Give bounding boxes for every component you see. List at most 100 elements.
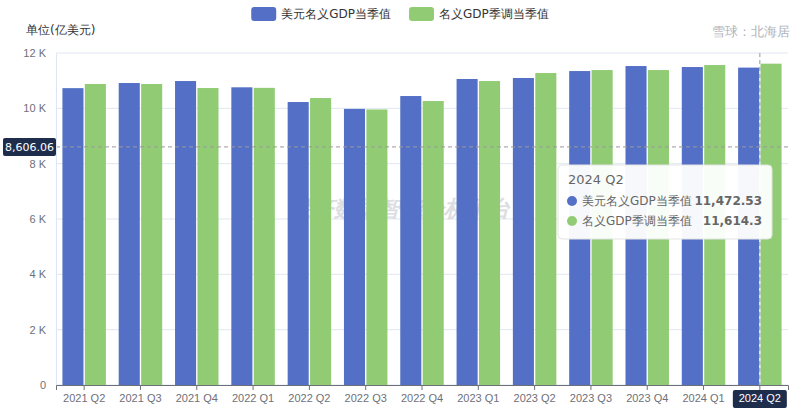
y-tick-label: 4 K: [29, 268, 46, 280]
bar: [400, 96, 421, 385]
bar: [288, 102, 309, 385]
bar: [423, 101, 444, 385]
x-tick: 2023 Q1: [457, 385, 499, 404]
y-tick-label: 0: [40, 379, 46, 391]
tooltip-box: [558, 165, 772, 239]
y-tick: 6 K: [29, 213, 56, 225]
x-tick-mark: [309, 385, 310, 390]
bar: [141, 84, 162, 385]
x-tick-mark: [196, 385, 197, 390]
x-tick-mark: [478, 385, 479, 390]
bar: [535, 73, 556, 385]
x-tick: 2024 Q2: [739, 385, 781, 404]
x-tick-mark: [534, 385, 535, 390]
grid-line: [56, 53, 788, 54]
crosshair-x-label-box: [733, 390, 787, 408]
legend-swatch: [409, 7, 434, 21]
y-tick-label: 2 K: [29, 324, 46, 336]
x-tick-mark: [365, 385, 366, 390]
tooltip-title: 2024 Q2: [568, 172, 624, 187]
x-tick-mark: [140, 385, 141, 390]
x-tick-label: 2022 Q3: [345, 392, 387, 404]
x-tick-mark: [253, 385, 254, 390]
bar: [197, 88, 218, 385]
x-axis: 2021 Q2 2021 Q3 2021 Q4 2022 Q1 2022 Q2 2022 …: [57, 385, 789, 404]
y-tick-label: 10 K: [23, 102, 46, 114]
x-tick: 2022 Q4: [401, 385, 443, 404]
x-tick-mark: [647, 385, 648, 390]
x-tick-label: 2022 Q4: [401, 392, 443, 404]
bar: [344, 109, 365, 385]
x-tick: 2023 Q3: [570, 385, 612, 404]
legend-item: 美元名义GDP当季值: [251, 7, 391, 21]
x-tick-label: 2024 Q2: [739, 392, 781, 404]
tooltip-value: 11,614.3: [703, 214, 762, 228]
legend: 美元名义GDP当季值 名义GDP季调当季值: [251, 7, 549, 21]
bar: [231, 87, 252, 385]
y-axis-title: 单位(亿美元): [26, 23, 95, 37]
x-tick-label: 2021 Q4: [176, 392, 218, 404]
bar: [366, 109, 387, 385]
grid-line: [56, 108, 788, 109]
x-tick: 2024 Q1: [682, 385, 724, 404]
x-tick-label: 2021 Q2: [63, 392, 105, 404]
grid-line: [56, 274, 788, 275]
x-tick: 2022 Q3: [345, 385, 387, 404]
tooltip-marker: [567, 216, 577, 226]
x-tick-label: 2021 Q3: [119, 392, 161, 404]
x-tick-mark: [703, 385, 704, 390]
y-axis-line: [56, 54, 57, 386]
y-tick: 8 K: [29, 158, 56, 170]
grid-line: [56, 163, 788, 164]
x-tick-label: 2022 Q1: [232, 392, 274, 404]
y-tick: 2 K: [29, 324, 56, 336]
x-tick: 2022 Q1: [232, 385, 274, 404]
x-tick-mark: [590, 385, 591, 390]
x-tick-label: 2023 Q3: [570, 392, 612, 404]
tooltip-value: 11,472.53: [694, 194, 762, 208]
chart: 经济数据智能分析平台02 K4 K6 K8 K10 K12 K2021 Q220…: [0, 0, 800, 416]
x-tick: 2023 Q4: [626, 385, 668, 404]
y-axis: 0 2 K 4 K 6 K 8 K 10 K 12 K: [23, 47, 56, 391]
grid: [56, 53, 788, 385]
x-tick-label: 2023 Q2: [514, 392, 556, 404]
tooltip-name: 名义GDP季调当季值: [582, 214, 692, 228]
tooltip-marker: [567, 196, 577, 206]
y-tick: 10 K: [23, 102, 56, 114]
x-tick-label: 2024 Q1: [682, 392, 724, 404]
tooltip-name: 美元名义GDP当季值: [582, 194, 692, 208]
crosshair-label-box: [3, 138, 56, 156]
legend-item: 名义GDP季调当季值: [409, 7, 549, 21]
bar: [254, 88, 275, 385]
legend-swatch: [251, 7, 276, 21]
x-tick-mark: [84, 385, 85, 390]
bar: [310, 98, 331, 385]
x-tick-mark: [422, 385, 423, 390]
grid-line: [56, 329, 788, 330]
legend-label: 美元名义GDP当季值: [281, 7, 391, 21]
x-tick: 2021 Q4: [176, 385, 218, 404]
y-tick-label: 12 K: [23, 47, 46, 59]
y-tick-label: 8 K: [29, 158, 46, 170]
x-tick-label: 2022 Q2: [288, 392, 330, 404]
bar: [513, 78, 534, 385]
y-tick-label: 6 K: [29, 213, 46, 225]
x-tick: 2021 Q3: [119, 385, 161, 404]
crosshair-horizontal: [56, 146, 788, 147]
bars: [62, 64, 781, 385]
bar: [175, 81, 196, 385]
bar: [479, 81, 500, 385]
tooltip: 2024 Q2 美元名义GDP当季值11,472.53名义GDP季调当季值 11,6…: [558, 165, 772, 239]
y-tick: 4 K: [29, 268, 56, 280]
bar: [62, 88, 83, 385]
bar: [85, 84, 106, 385]
watermark: 雪球：北海居: [712, 24, 790, 39]
x-tick-label: 2023 Q1: [457, 392, 499, 404]
bar: [457, 79, 478, 385]
x-tick: 2023 Q2: [514, 385, 556, 404]
y-tick: 12 K: [23, 47, 56, 59]
x-tick-mark: [759, 385, 760, 390]
x-tick: 2021 Q2: [63, 385, 105, 404]
x-axis-line: [57, 386, 789, 391]
crosshair-label: 8,606.06: [5, 141, 54, 154]
